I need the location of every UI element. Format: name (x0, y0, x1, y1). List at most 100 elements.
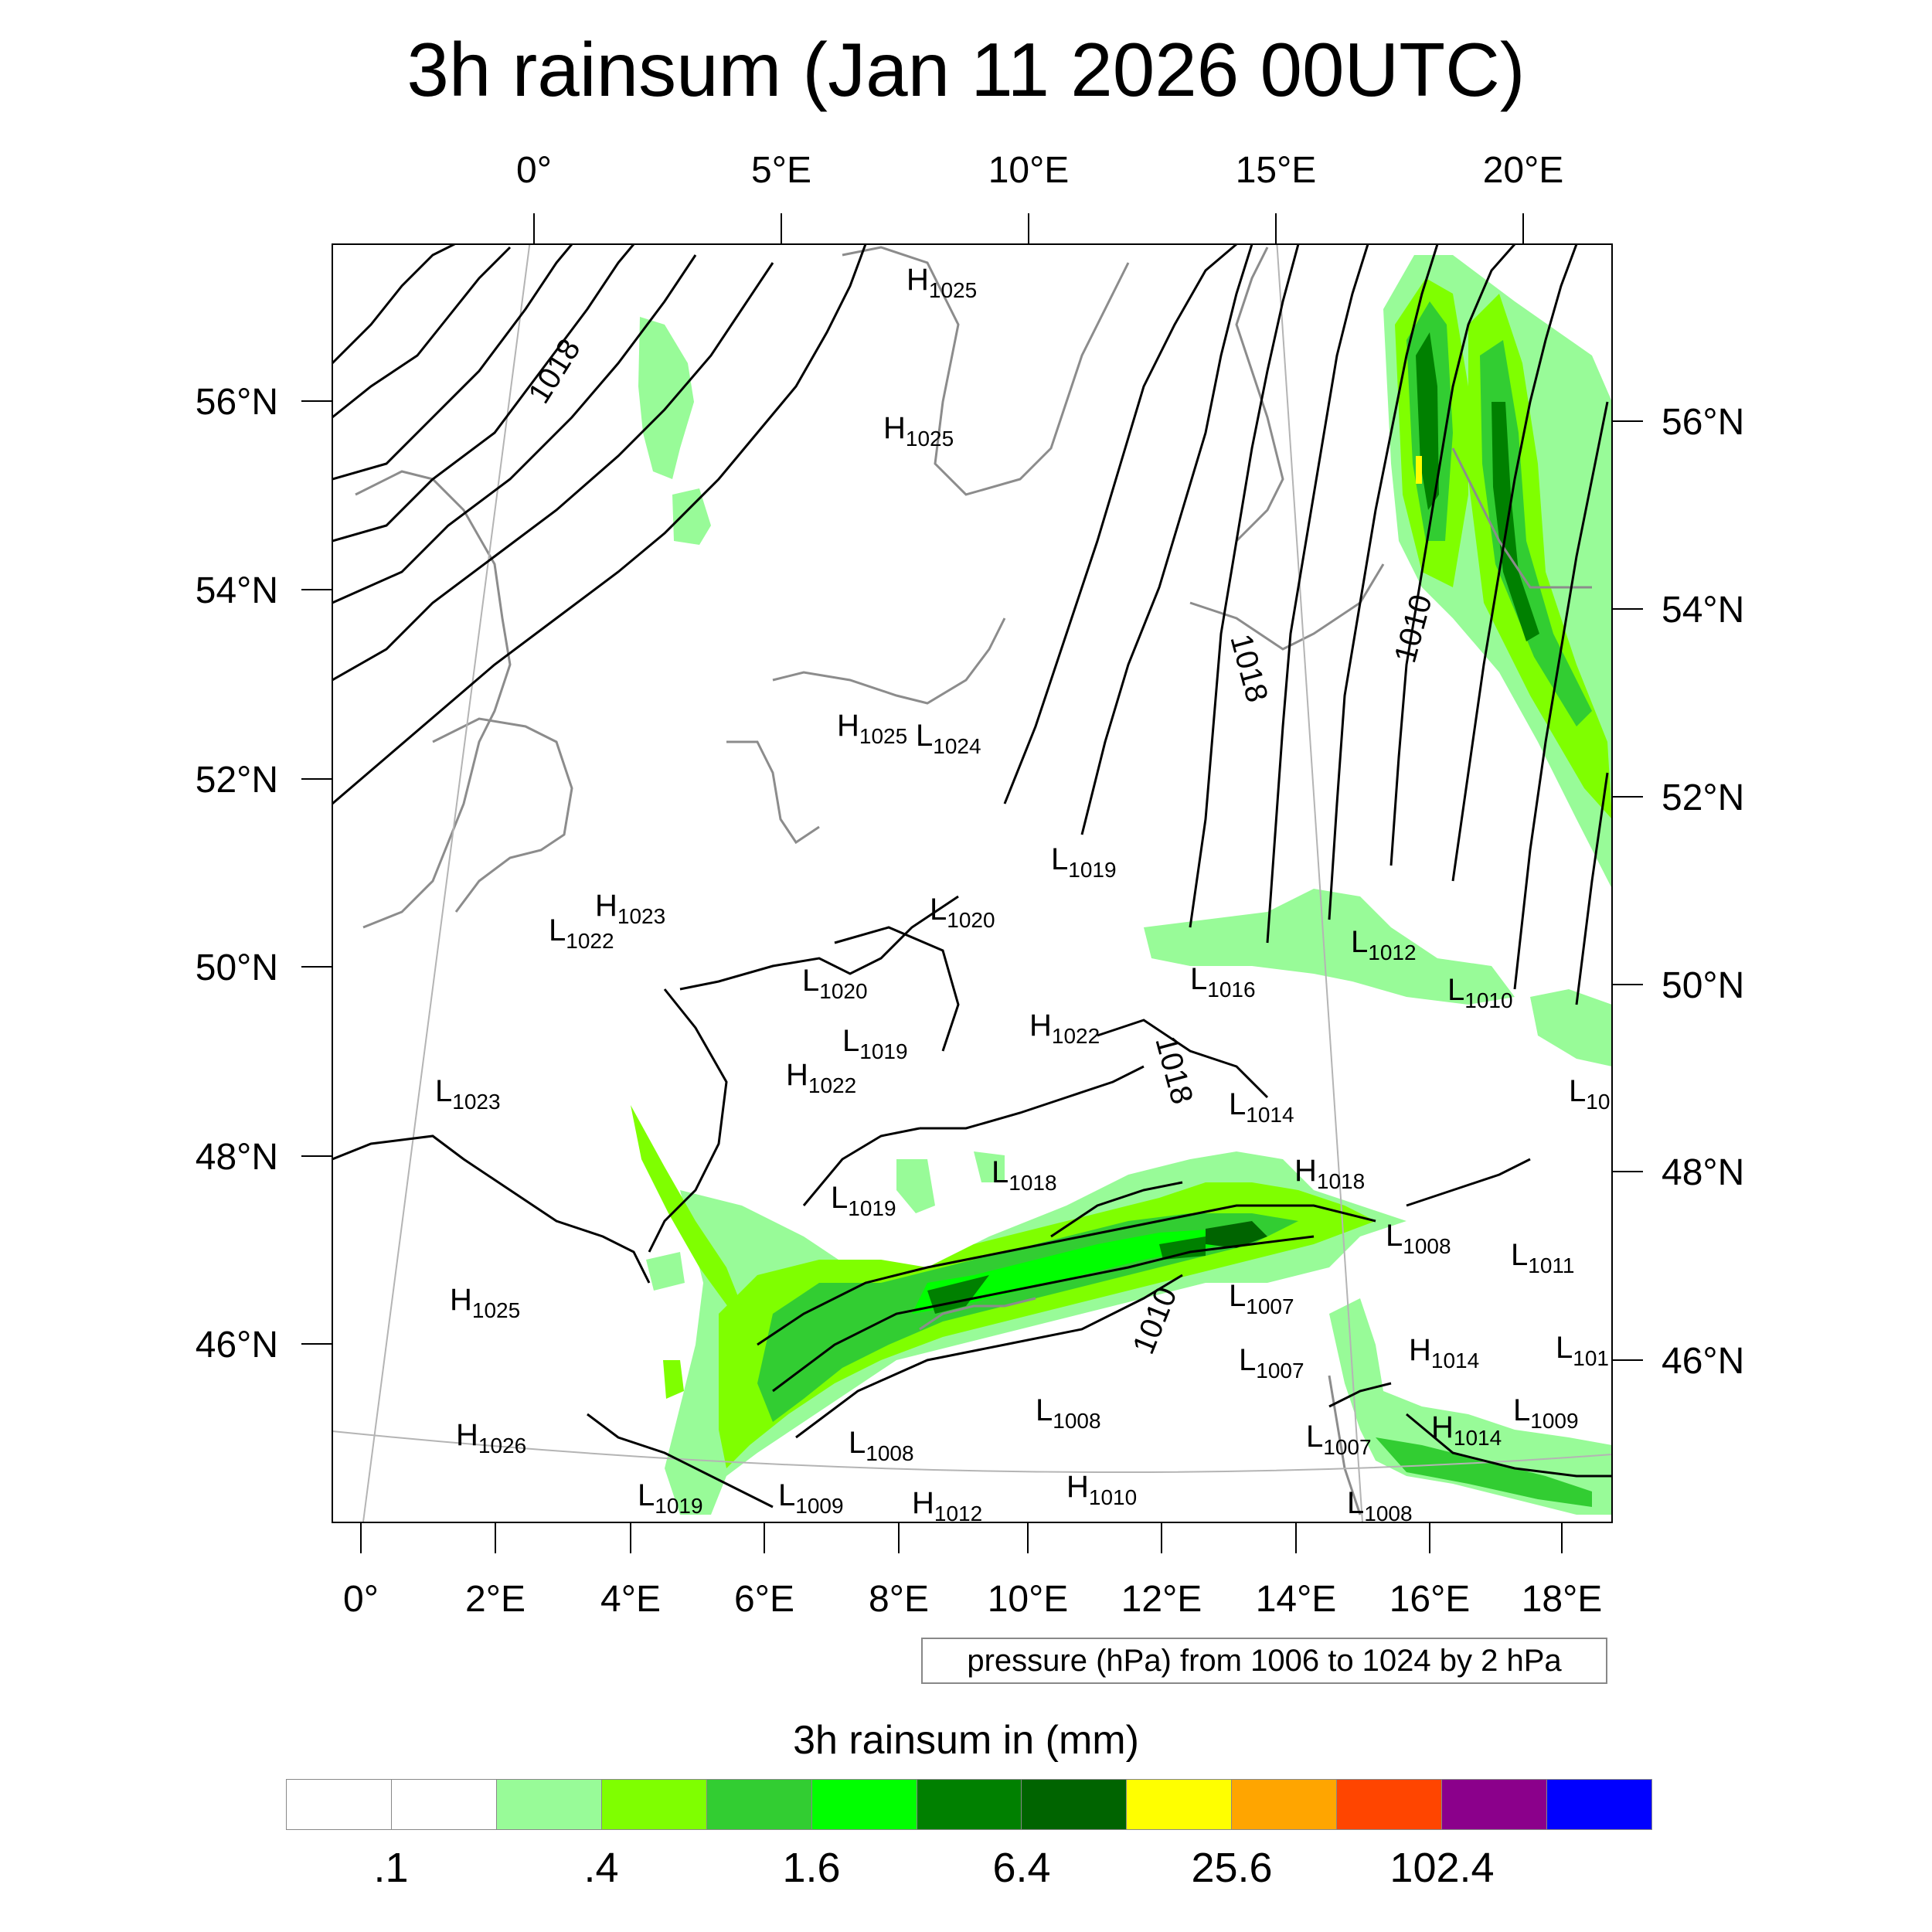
top-axis-labels: 0° 5°E 10°E 15°E 20°E (516, 150, 1563, 191)
high-pressure-label: H1022 (786, 1058, 856, 1097)
bottom-tick-label: 6°E (734, 1579, 794, 1620)
low-pressure-label: L1007 (1239, 1343, 1304, 1383)
bottom-tick-label: 2°E (465, 1579, 526, 1620)
low-pressure-label: L1019 (831, 1181, 896, 1220)
high-pressure-label: H1010 (1066, 1470, 1137, 1509)
rain-rhone-streak (631, 1105, 742, 1310)
rain-baltic-band-5 (1492, 402, 1539, 641)
low-pressure-label: L1022 (549, 913, 614, 953)
right-tick-label: 56°N (1662, 402, 1744, 443)
low-pressure-label: L1023 (435, 1074, 501, 1114)
high-pressure-label: H1014 (1431, 1410, 1502, 1450)
left-axis-labels: 56°N 54°N 52°N 50°N 48°N 46°N (196, 382, 278, 1366)
left-tick-label: 46°N (196, 1325, 278, 1366)
map-title: 3h rainsum (Jan 11 2026 00UTC) (406, 27, 1526, 112)
rain-north-sea-patch (672, 488, 711, 545)
right-tick-label: 50°N (1662, 965, 1744, 1006)
bottom-tick-label: 8°E (869, 1579, 929, 1620)
low-pressure-label: L1008 (1386, 1219, 1451, 1258)
low-pressure-label: L1024 (916, 719, 981, 758)
colorbar-swatch (391, 1780, 497, 1829)
right-axis-labels: 56°N 54°N 52°N 50°N 48°N 46°N (1662, 402, 1744, 1382)
rain-alps-2 (757, 1213, 1298, 1422)
rain-rhone-patch (646, 1252, 685, 1291)
colorbar-title: 3h rainsum in (mm) (793, 1718, 1139, 1763)
colorbar-label: 102.4 (1389, 1845, 1495, 1891)
rain-southern-alps-1 (1376, 1437, 1592, 1507)
low-pressure-label: L10 (1569, 1074, 1610, 1114)
rain-baltic-band-4 (1480, 340, 1592, 726)
low-pressure-label: L1009 (1513, 1393, 1579, 1433)
colorbar-swatch (917, 1780, 1022, 1829)
right-tick-label: 52°N (1662, 777, 1744, 818)
bottom-tick-label: 10°E (988, 1579, 1069, 1620)
bottom-tick-label: 4°E (600, 1579, 661, 1620)
low-pressure-label: L1020 (930, 893, 995, 932)
rain-alps-core-2 (1159, 1236, 1206, 1260)
bottom-tick-label: 16°E (1389, 1579, 1471, 1620)
map-frame (332, 243, 1613, 1523)
right-tick-label: 46°N (1662, 1341, 1744, 1382)
colorbar-label: 25.6 (1191, 1845, 1273, 1891)
colorbar-swatch (1337, 1780, 1443, 1829)
top-tick-label: 20°E (1483, 150, 1564, 191)
low-pressure-label: L1008 (1347, 1486, 1413, 1526)
colorbar-swatch (287, 1780, 392, 1829)
low-pressure-label: L1009 (778, 1478, 844, 1518)
high-pressure-label: H1025 (837, 709, 907, 748)
coastlines (355, 246, 1592, 1515)
colorbar-swatch (1442, 1780, 1548, 1829)
bottom-tick-label: 14°E (1256, 1579, 1337, 1620)
high-pressure-label: H1025 (450, 1283, 520, 1322)
right-tick-label: 48°N (1662, 1152, 1744, 1193)
colorbar-swatch (601, 1780, 707, 1829)
colorbar-swatch (1232, 1780, 1338, 1829)
colorbar-swatch (496, 1780, 602, 1829)
rain-north-sea (638, 317, 694, 479)
rain-provence-patch (663, 1360, 684, 1399)
top-tick-label: 0° (516, 150, 552, 191)
colorbar-swatch (1547, 1780, 1651, 1829)
colorbar-swatch (811, 1780, 917, 1829)
bottom-tick-label: 12°E (1121, 1579, 1202, 1620)
rain-central-europe (1144, 889, 1515, 1005)
colorbar-swatch (706, 1780, 812, 1829)
bottom-tick-label: 18°E (1522, 1579, 1603, 1620)
high-pressure-label: H1022 (1029, 1009, 1100, 1048)
high-pressure-label: H1026 (456, 1418, 526, 1458)
map-body (332, 244, 1612, 1522)
top-tick-label: 5°E (751, 150, 811, 191)
high-pressure-label: H1023 (595, 889, 665, 928)
right-tick-label: 54°N (1662, 590, 1744, 631)
rain-baltic-max (1416, 456, 1422, 484)
rain-central-patch (896, 1159, 935, 1213)
left-tick-label: 54°N (196, 570, 278, 611)
low-pressure-label: L1012 (1351, 925, 1417, 964)
high-pressure-label: H1018 (1294, 1154, 1365, 1193)
low-pressure-label: L1019 (638, 1478, 703, 1518)
left-tick-label: 56°N (196, 382, 278, 423)
low-pressure-label: L1019 (842, 1024, 908, 1063)
left-tick-label: 50°N (196, 947, 278, 988)
isobars (332, 244, 1612, 1509)
colorbar-swatch (1127, 1780, 1233, 1829)
contour-info-box: pressure (hPa) from 1006 to 1024 by 2 hP… (921, 1638, 1607, 1684)
top-tick-label: 15°E (1236, 150, 1317, 191)
colorbar (286, 1779, 1652, 1830)
colorbar-swatch (1022, 1780, 1128, 1829)
rain-central-patch-2 (974, 1151, 1005, 1182)
colorbar-label: .4 (583, 1845, 619, 1891)
rain-alps-core (1206, 1221, 1267, 1248)
bottom-axis-labels: 0° 2°E 4°E 6°E 8°E 10°E 12°E 14°E 16°E 1… (343, 1579, 1602, 1620)
left-tick-label: 52°N (196, 760, 278, 801)
tick-marks (301, 213, 1643, 1553)
low-pressure-label: L1008 (1036, 1393, 1101, 1433)
rain-vienna (1530, 989, 1612, 1066)
low-pressure-label: L1007 (1306, 1420, 1372, 1459)
high-pressure-label: H1025 (883, 411, 954, 451)
low-pressure-label: L1011 (1511, 1238, 1574, 1277)
low-pressure-label: L1020 (802, 964, 868, 1003)
